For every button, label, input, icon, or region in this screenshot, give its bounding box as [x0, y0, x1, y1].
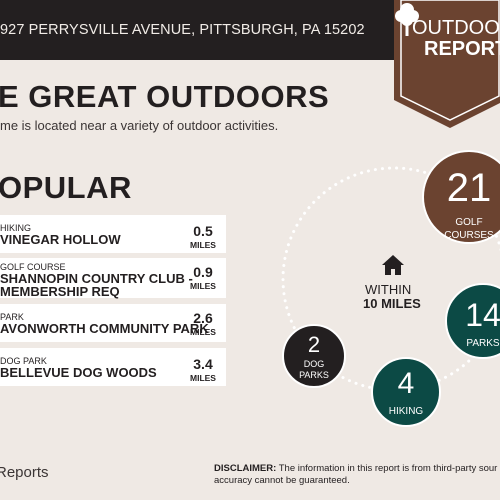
radius-label: WITHIN	[365, 282, 412, 297]
item-name-line2: MEMBERSHIP REQ	[0, 284, 120, 299]
item-distance-unit: MILES	[190, 281, 216, 291]
popular-item-dog-park: DOG PARK BELLEVUE DOG WOODS 3.4 MILES	[0, 348, 226, 386]
item-name: SHANNOPIN COUNTRY CLUB -	[0, 271, 193, 286]
dog-parks-count: 2	[307, 332, 321, 357]
property-address: 927 PERRYSVILLE AVENUE, PITTSBURGH, PA 1…	[0, 22, 365, 38]
popular-item-hiking: HIKING VINEGAR HOLLOW 0.5 MILES	[0, 215, 226, 253]
disclaimer-text: The information in this report is from t…	[276, 463, 498, 474]
golf-courses-label: GOLF	[455, 217, 483, 228]
item-distance-unit: MILES	[190, 240, 216, 250]
item-category: DOG PARK	[0, 356, 47, 366]
item-distance-unit: MILES	[190, 327, 216, 337]
popular-item-park: PARK AVONWORTH COMMUNITY PARK 2.6 MILES	[0, 304, 226, 342]
item-distance: 2.6	[193, 310, 213, 326]
disclaimer: DISCLAIMER: The information in this repo…	[214, 463, 497, 487]
parks-count: 14	[465, 297, 500, 333]
item-distance: 0.9	[193, 264, 213, 280]
page-subtitle: me is located near a variety of outdoor …	[0, 118, 279, 133]
item-name: VINEGAR HOLLOW	[0, 232, 121, 247]
golf-courses-label-line2: COURSES	[444, 230, 494, 241]
dog-parks-circle: 2 DOG PARKS	[282, 324, 346, 388]
outdoor-report-badge: OUTDOO REPORT	[394, 0, 500, 130]
tree-icon	[395, 3, 419, 36]
popular-section-title: OPULAR	[0, 170, 132, 205]
footer-brand: Reports	[0, 464, 49, 481]
dog-parks-label: DOG	[303, 359, 325, 369]
item-category: GOLF COURSE	[0, 262, 66, 272]
home-icon	[382, 255, 404, 275]
popular-item-golf-course: GOLF COURSE SHANNOPIN COUNTRY CLUB - MEM…	[0, 258, 226, 299]
badge-title-line1: OUTDOO	[412, 17, 500, 39]
radius-distance: 10 MILES	[363, 296, 421, 311]
page-title: E GREAT OUTDOORS	[0, 79, 330, 114]
golf-courses-circle: 21 GOLF COURSES	[422, 150, 500, 244]
dog-parks-label-line2: PARKS	[299, 370, 329, 380]
item-name: BELLEVUE DOG WOODS	[0, 365, 157, 380]
parks-label: PARKS	[466, 338, 500, 349]
hiking-circle: 4 HIKING	[371, 357, 441, 427]
disclaimer-label: DISCLAIMER:	[214, 463, 277, 474]
badge-shape	[394, 0, 500, 128]
parks-circle: 14 PARKS	[445, 283, 500, 359]
item-distance-unit: MILES	[190, 373, 216, 383]
hiking-label: HIKING	[388, 406, 424, 417]
golf-courses-count: 21	[446, 166, 492, 210]
item-distance: 0.5	[193, 223, 213, 239]
item-category: PARK	[0, 312, 24, 322]
badge-title-line2: REPORT	[424, 38, 500, 60]
disclaimer-text-line2: accuracy cannot be guaranteed.	[214, 475, 350, 486]
item-category: HIKING	[0, 223, 32, 233]
item-name: AVONWORTH COMMUNITY PARK	[0, 321, 209, 336]
item-distance: 3.4	[193, 356, 213, 372]
hiking-count: 4	[397, 367, 415, 400]
